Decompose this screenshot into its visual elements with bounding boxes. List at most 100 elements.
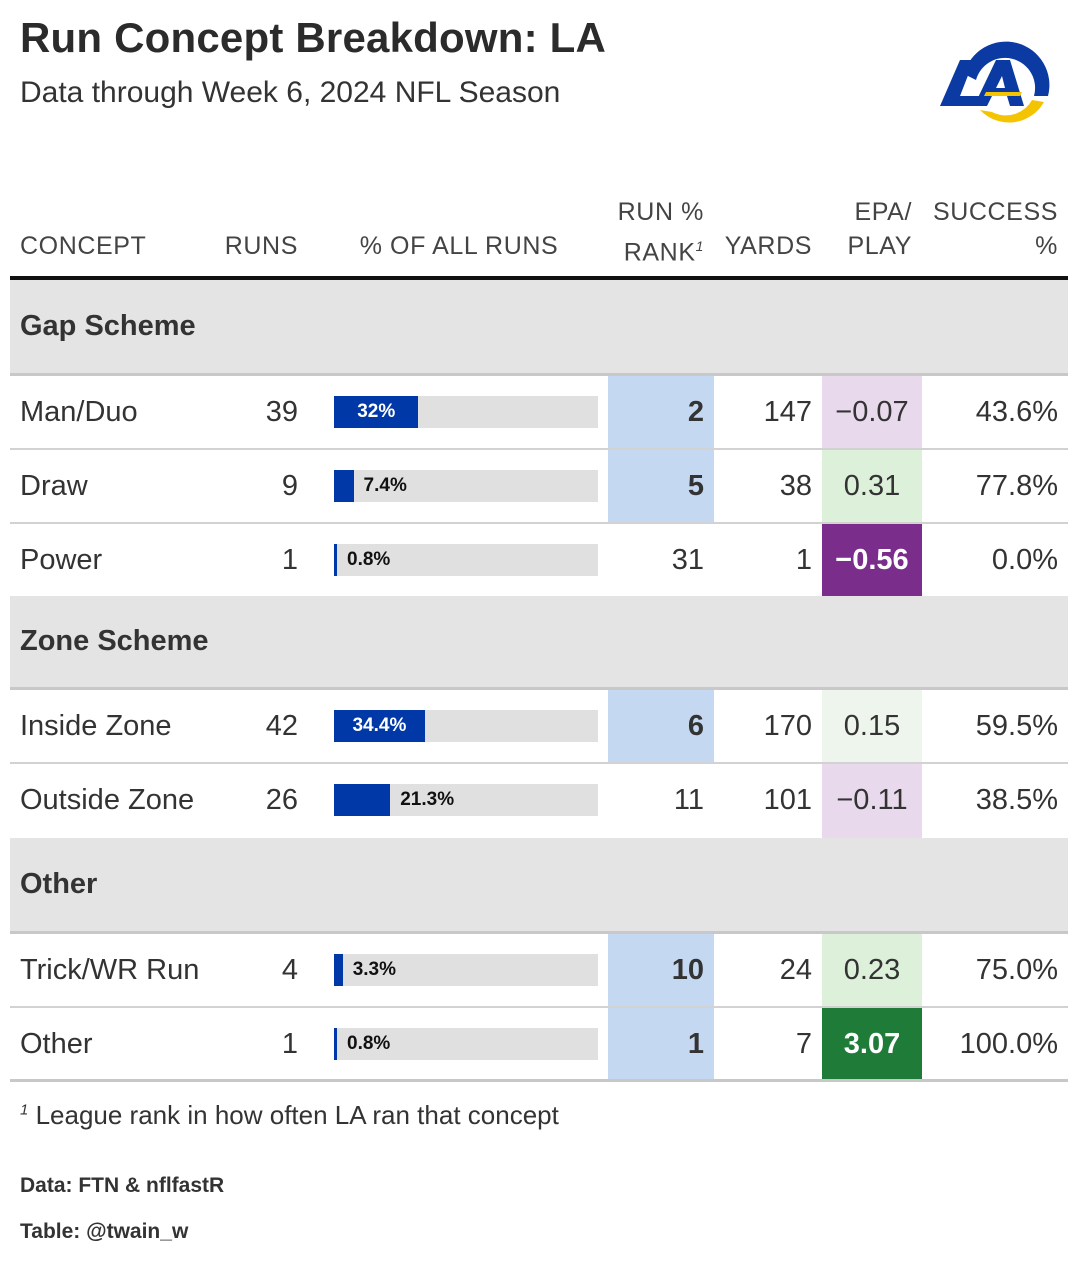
rank-value: 2 — [687, 396, 704, 428]
header-pct-all-runs: % OF ALL RUNS — [359, 232, 559, 260]
table-row: Other 1 0.8% 1 7 3.07 100.0% — [10, 1008, 1068, 1082]
runs-value: 9 — [281, 470, 298, 502]
row-rule — [10, 1006, 1068, 1008]
source-note: Data: FTN & nflfastR — [20, 1174, 225, 1197]
epa-cell — [822, 376, 922, 450]
yards-value: 38 — [779, 470, 812, 502]
rank-value: 1 — [687, 1028, 704, 1060]
rank-value: 6 — [687, 710, 704, 742]
yards-value: 24 — [779, 954, 812, 986]
runs-value: 4 — [281, 954, 298, 986]
rank-highlight — [608, 450, 714, 524]
header-rank-line2: RANK1 — [623, 238, 704, 267]
page-title: Run Concept Breakdown: LA — [20, 14, 607, 61]
epa-value: 0.15 — [843, 710, 901, 742]
pct-bar — [334, 784, 391, 816]
header-runs: RUNS — [224, 232, 298, 260]
header-rule — [10, 276, 1068, 280]
success-value: 75.0% — [975, 954, 1058, 986]
concept-name: Inside Zone — [20, 710, 172, 742]
pct-label: 3.3% — [352, 959, 397, 980]
epa-value: 3.07 — [843, 1028, 901, 1060]
pct-label: 34.4% — [352, 715, 407, 736]
table-row: Man/Duo 39 32% 2 147 −0.07 43.6% — [10, 376, 1068, 450]
success-value: 38.5% — [975, 784, 1058, 816]
success-value: 59.5% — [975, 710, 1058, 742]
pct-bar — [334, 954, 343, 986]
yards-value: 1 — [795, 544, 812, 576]
group-header: Gap Scheme — [10, 280, 1068, 376]
success-value: 100.0% — [959, 1028, 1058, 1060]
epa-value: −0.56 — [835, 544, 909, 576]
runs-value: 39 — [265, 396, 298, 428]
row-rule — [10, 762, 1068, 764]
header-success-line1: SUCCESS — [932, 198, 1058, 226]
pct-label: 0.8% — [347, 549, 391, 570]
rank-value: 10 — [671, 954, 704, 986]
epa-cell — [822, 1008, 922, 1082]
row-rule — [10, 448, 1068, 450]
concept-name: Trick/WR Run — [20, 954, 200, 986]
epa-value: −0.11 — [836, 784, 908, 816]
runs-value: 42 — [265, 710, 298, 742]
epa-cell — [822, 764, 922, 838]
header-success-line2: % — [1035, 232, 1058, 260]
rank-footnote-marker: 1 — [695, 238, 704, 254]
epa-cell — [822, 524, 922, 598]
row-rule — [10, 522, 1068, 524]
table-bottom-rule — [10, 1079, 1068, 1082]
success-value: 43.6% — [975, 396, 1058, 428]
group-header: Zone Scheme — [10, 596, 1068, 690]
epa-value: 0.23 — [843, 954, 901, 986]
pct-bar — [334, 710, 425, 742]
group-rule — [10, 687, 1068, 690]
epa-cell — [822, 934, 922, 1008]
epa-value: 0.31 — [843, 470, 901, 502]
epa-cell — [822, 450, 922, 524]
table-row: Draw 9 7.4% 5 38 0.31 77.8% — [10, 450, 1068, 524]
concept-name: Draw — [20, 470, 88, 502]
pct-bar — [334, 1028, 337, 1060]
yards-value: 170 — [763, 710, 812, 742]
pct-bar-track: 34.4% — [334, 710, 598, 742]
pct-bar-track: 21.3% — [334, 784, 598, 816]
pct-label: 21.3% — [400, 789, 455, 810]
pct-label: 7.4% — [363, 475, 407, 496]
team-logo — [940, 41, 1050, 123]
rank-highlight — [608, 690, 714, 764]
footnote-marker: 1 — [20, 1101, 29, 1119]
table-row: Power 1 0.8% 31 1 −0.56 0.0% — [10, 524, 1068, 598]
page-subtitle: Data through Week 6, 2024 NFL Season — [20, 76, 561, 109]
header-concept: CONCEPT — [20, 232, 147, 260]
header-rank-line1: RUN % — [617, 198, 704, 226]
yards-value: 7 — [795, 1028, 812, 1060]
footnote-text: League rank in how often LA ran that con… — [35, 1100, 559, 1130]
footnote: 1 League rank in how often LA ran that c… — [20, 1100, 559, 1131]
rank-highlight — [608, 376, 714, 450]
group-label: Other — [20, 868, 98, 900]
concept-name: Outside Zone — [20, 784, 195, 816]
pct-bar-track: 32% — [334, 396, 598, 428]
epa-cell — [822, 690, 922, 764]
pct-bar — [334, 470, 354, 502]
concept-name: Power — [20, 544, 103, 576]
rank-value: 5 — [687, 470, 704, 502]
runs-value: 1 — [281, 1028, 298, 1060]
rank-highlight — [608, 934, 714, 1008]
pct-bar-track: 7.4% — [334, 470, 598, 502]
pct-bar — [334, 544, 337, 576]
concept-name: Other — [20, 1028, 93, 1060]
group-label: Gap Scheme — [20, 310, 196, 342]
pct-bar-track: 0.8% — [334, 1028, 598, 1060]
rank-value: 31 — [671, 544, 704, 576]
header-epa-line2: PLAY — [847, 232, 912, 260]
rank-highlight — [608, 1008, 714, 1082]
table-row: Inside Zone 42 34.4% 6 170 0.15 59.5% — [10, 690, 1068, 764]
pct-bar-track: 3.3% — [334, 954, 598, 986]
group-rule — [10, 931, 1068, 934]
group-header: Other — [10, 838, 1068, 934]
group-rule — [10, 373, 1068, 376]
runs-value: 1 — [281, 544, 298, 576]
rank-value: 11 — [673, 784, 704, 816]
success-value: 77.8% — [975, 470, 1058, 502]
